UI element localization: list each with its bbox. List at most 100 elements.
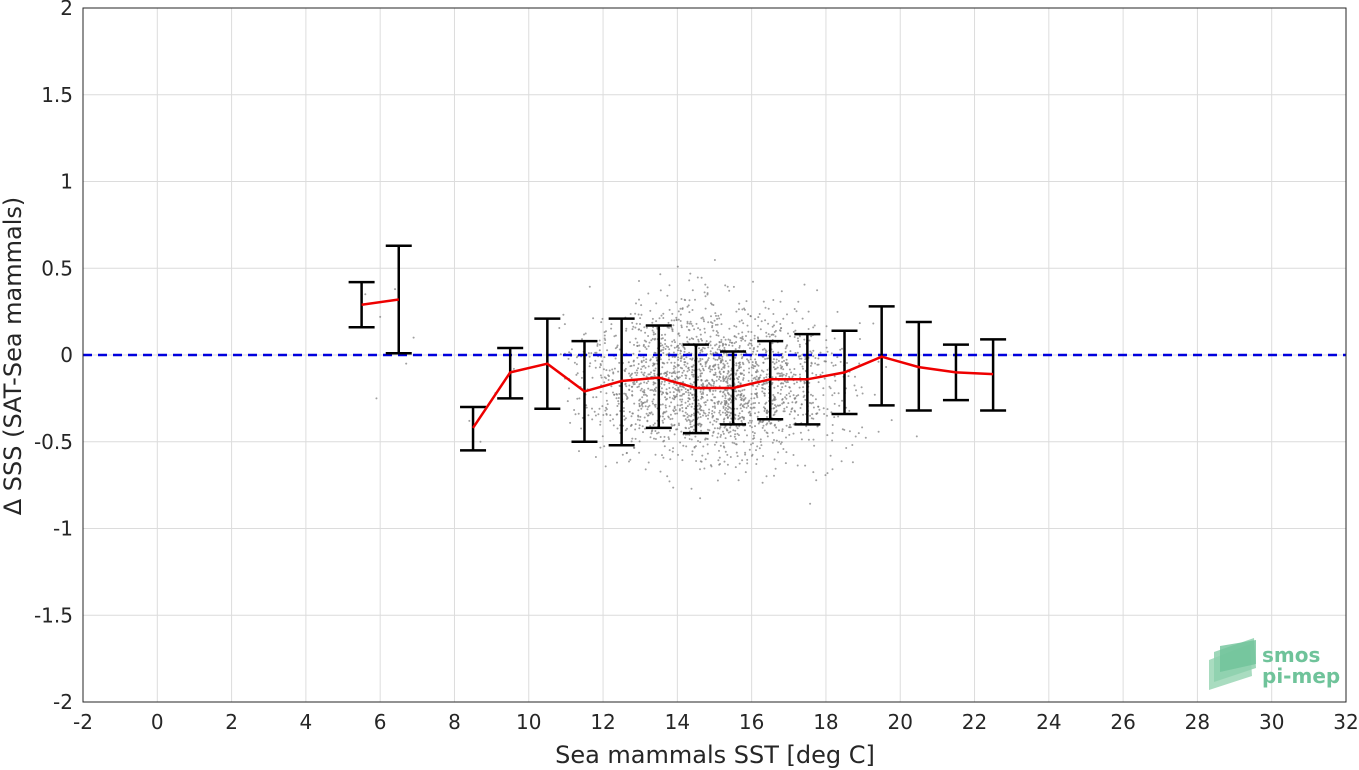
scatter-point <box>680 430 683 433</box>
scatter-point <box>815 373 818 376</box>
scatter-point <box>633 343 635 346</box>
scatter-point <box>715 420 718 423</box>
scatter-point <box>794 352 797 354</box>
scatter-point <box>562 313 565 316</box>
scatter-point <box>735 394 738 397</box>
scatter-point <box>763 410 766 412</box>
scatter-point <box>720 401 723 404</box>
scatter-point <box>676 265 679 268</box>
scatter-point <box>679 307 682 310</box>
scatter-point <box>843 428 846 431</box>
scatter-point <box>796 337 799 340</box>
scatter-point <box>719 413 722 416</box>
scatter-point <box>736 432 739 435</box>
scatter-point <box>713 319 716 322</box>
scatter-point <box>762 300 765 303</box>
scatter-point <box>640 400 643 403</box>
scatter-point <box>669 413 672 416</box>
scatter-point <box>781 402 784 405</box>
scatter-point <box>712 382 715 385</box>
scatter-point <box>816 289 819 292</box>
scatter-point <box>659 345 662 347</box>
scatter-point <box>668 438 670 440</box>
scatter-point <box>673 398 676 401</box>
scatter-point <box>716 436 719 439</box>
scatter-point <box>678 370 681 373</box>
scatter-point <box>774 404 776 407</box>
scatter-point <box>739 366 742 369</box>
scatter-point <box>659 273 662 276</box>
scatter-point <box>851 444 854 446</box>
scatter-point <box>691 368 694 371</box>
scatter-point <box>683 298 686 301</box>
scatter-point <box>643 374 645 377</box>
scatter-point <box>681 308 684 310</box>
scatter-point <box>676 345 679 347</box>
scatter-point <box>639 323 641 325</box>
scatter-point <box>753 337 756 340</box>
scatter-point <box>722 432 725 435</box>
scatter-point <box>726 389 729 392</box>
scatter-point <box>733 390 736 393</box>
y-tick-label: 1.5 <box>41 83 73 107</box>
scatter-point <box>807 429 810 432</box>
scatter-point <box>694 298 696 301</box>
scatter-point <box>650 411 653 414</box>
scatter-point <box>740 353 743 356</box>
scatter-point <box>645 358 648 361</box>
scatter-point <box>711 393 714 396</box>
scatter-point <box>653 372 656 375</box>
scatter-point <box>782 373 785 376</box>
scatter-point <box>780 327 782 330</box>
scatter-point <box>583 333 585 336</box>
scatter-point <box>772 350 775 353</box>
scatter-point <box>637 313 640 316</box>
scatter-point <box>568 351 571 354</box>
scatter-point <box>735 362 738 365</box>
scatter-point <box>678 334 681 337</box>
scatter-point <box>720 359 722 362</box>
scatter-point <box>678 408 681 411</box>
scatter-point <box>704 331 706 334</box>
scatter-point <box>697 360 700 363</box>
scatter-point <box>686 336 688 339</box>
scatter-point <box>718 385 721 388</box>
scatter-point <box>672 447 675 450</box>
scatter-point <box>584 332 587 335</box>
scatter-point <box>791 375 794 378</box>
scatter-point <box>677 347 680 349</box>
scatter-point <box>666 370 669 373</box>
scatter-point <box>713 405 716 408</box>
scatter-point <box>756 336 759 339</box>
scatter-point <box>576 372 579 375</box>
scatter-point <box>754 318 757 321</box>
scatter-point <box>681 385 684 388</box>
scatter-point <box>783 359 785 362</box>
scatter-point <box>614 334 617 337</box>
scatter-point <box>700 397 703 400</box>
scatter-point <box>647 405 650 408</box>
scatter-point <box>643 339 646 342</box>
scatter-point <box>588 365 591 368</box>
scatter-point <box>779 329 782 332</box>
scatter-point <box>651 317 654 320</box>
scatter-point <box>630 385 633 388</box>
scatter-point <box>748 371 750 374</box>
scatter-point <box>636 356 639 359</box>
scatter-point <box>759 438 762 441</box>
scatter-point <box>651 400 654 403</box>
scatter-point <box>743 403 746 406</box>
scatter-point <box>734 348 737 351</box>
scatter-point <box>729 384 732 387</box>
scatter-point <box>781 430 784 433</box>
scatter-point <box>641 396 644 399</box>
scatter-point <box>755 371 758 374</box>
scatter-point <box>691 450 694 453</box>
scatter-point <box>724 284 727 287</box>
scatter-point <box>645 382 648 385</box>
scatter-point <box>625 327 628 330</box>
scatter-point <box>642 359 645 362</box>
x-tick-label: -2 <box>73 710 93 734</box>
scatter-point <box>700 317 703 320</box>
scatter-point <box>829 387 832 390</box>
